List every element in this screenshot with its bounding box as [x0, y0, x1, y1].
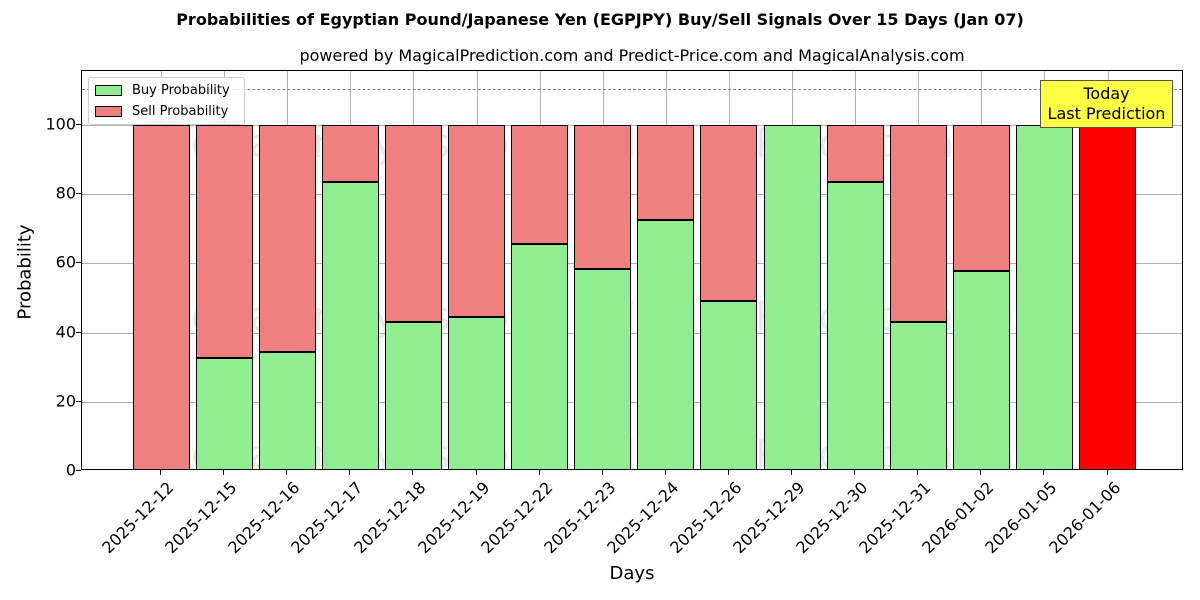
bar-buy-probability	[763, 125, 821, 469]
y-tick-mark	[76, 331, 81, 333]
bar-sell-probability	[574, 125, 632, 269]
gridline-h	[82, 332, 1182, 334]
buy-swatch-icon	[95, 85, 122, 96]
x-tick-mark	[980, 470, 982, 475]
bar-buy-probability	[1015, 125, 1073, 469]
gridline-h	[82, 194, 1182, 196]
x-tick-mark	[1043, 470, 1045, 475]
bar-layer	[82, 71, 1182, 469]
legend-buy-label: Buy Probability	[132, 83, 230, 98]
bar-sell-probability	[700, 125, 758, 302]
bar-buy-probability	[195, 358, 253, 469]
today-annotation-line1: Today	[1083, 84, 1130, 103]
bar-sell-probability	[258, 125, 316, 352]
bar-buy-probability	[384, 321, 442, 469]
x-tick-mark	[854, 470, 856, 475]
y-tick-mark	[76, 193, 81, 195]
y-tick-mark	[76, 470, 81, 471]
bar-sell-probability	[889, 125, 947, 322]
bar-buy-probability	[321, 182, 379, 469]
y-tick-mark	[76, 124, 81, 125]
bar-sell-probability	[511, 125, 569, 245]
bar-buy-probability	[258, 351, 316, 469]
x-tick-mark	[160, 470, 161, 475]
x-tick-mark	[538, 470, 540, 475]
today-annotation-line2: Last Prediction	[1047, 104, 1166, 123]
x-axis-label: Days	[609, 563, 655, 584]
y-tick-label: 60	[55, 252, 76, 272]
sell-swatch-icon	[95, 106, 122, 117]
y-tick-mark	[76, 262, 81, 264]
x-tick-mark	[1106, 470, 1108, 475]
bar-sell-probability	[952, 125, 1010, 271]
legend-sell-label: Sell Probability	[132, 104, 229, 119]
bar-buy-probability	[637, 220, 695, 469]
gridline-h	[82, 263, 1182, 265]
y-tick-mark	[76, 400, 81, 402]
gridline-h	[82, 125, 1182, 126]
x-tick-mark	[349, 470, 351, 475]
bar-sell-probability	[195, 125, 253, 359]
reference-line	[82, 89, 1182, 90]
x-tick-mark	[601, 470, 603, 475]
chart-subtitle: powered by MagicalPrediction.com and Pre…	[299, 46, 965, 65]
bar-buy-probability	[511, 244, 569, 469]
chart-title: Probabilities of Egyptian Pound/Japanese…	[176, 10, 1024, 29]
y-axis-label: Probability	[14, 224, 36, 320]
x-tick-mark	[791, 470, 792, 475]
bar-buy-probability	[574, 268, 632, 469]
x-tick-mark	[475, 470, 477, 475]
bar-sell-probability	[637, 125, 695, 221]
legend: Buy Probability Sell Probability	[88, 77, 245, 125]
bar-sell-probability	[321, 125, 379, 183]
plot-area: MagicalAnalysis.comMagicalPrediction.com…	[81, 70, 1183, 470]
legend-item-buy: Buy Probability	[95, 83, 230, 98]
x-tick-mark	[664, 470, 666, 475]
x-tick-mark	[223, 470, 225, 475]
bar-sell-probability	[132, 125, 190, 469]
bar-buy-probability	[826, 182, 884, 469]
bar-sell-probability	[384, 125, 442, 322]
bar-buy-probability	[700, 301, 758, 469]
x-tick-mark	[412, 470, 414, 475]
y-tick-label: 100	[45, 114, 76, 134]
y-tick-label: 20	[55, 391, 76, 411]
legend-item-sell: Sell Probability	[95, 104, 228, 119]
bar-buy-probability	[889, 321, 947, 469]
bar-today-last-prediction	[1079, 125, 1136, 469]
x-tick-mark	[727, 470, 729, 475]
bar-buy-probability	[448, 317, 505, 469]
x-tick-mark	[286, 470, 288, 475]
y-tick-label: 80	[55, 183, 76, 203]
y-tick-label: 40	[55, 322, 76, 342]
bar-buy-probability	[952, 270, 1010, 469]
bar-sell-probability	[826, 125, 884, 183]
y-tick-label: 0	[65, 460, 76, 480]
today-annotation: Today Last Prediction	[1040, 80, 1173, 128]
gridline-h	[82, 401, 1182, 403]
x-tick-mark	[917, 470, 919, 475]
bar-sell-probability	[448, 125, 505, 318]
